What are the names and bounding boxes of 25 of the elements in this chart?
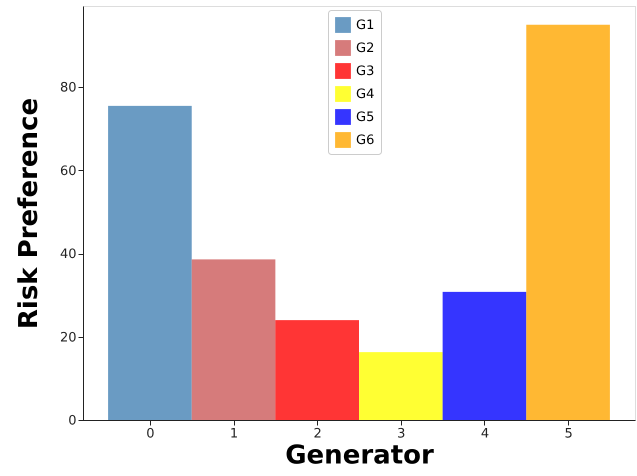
bar [108,106,192,420]
y-tick-label: 80 [60,80,76,96]
y-tick-label: 0 [68,414,76,428]
x-tick-label: 5 [564,426,573,442]
x-tick-label: 2 [314,426,322,442]
legend-label: G1 [356,18,374,33]
legend-label: G4 [356,87,374,102]
x-tick-label: 0 [146,426,155,442]
legend-label: G5 [356,110,374,125]
bar [192,259,276,420]
y-tick-label: 60 [60,164,76,179]
legend-label: G2 [356,41,374,56]
bar [275,320,359,420]
bar [442,292,526,420]
x-axis-title: Generator [285,440,434,470]
legend-label: G3 [356,64,374,79]
y-tick-label: 20 [60,330,76,346]
x-tick-label: 4 [480,426,490,442]
x-tick-label: 3 [397,426,406,442]
y-tick-label: 40 [60,247,76,262]
bar [526,24,610,420]
legend-label: G6 [356,133,374,148]
bar [359,352,443,420]
x-tick-label: 1 [230,426,238,442]
y-axis-title: Risk Preference [14,98,44,330]
